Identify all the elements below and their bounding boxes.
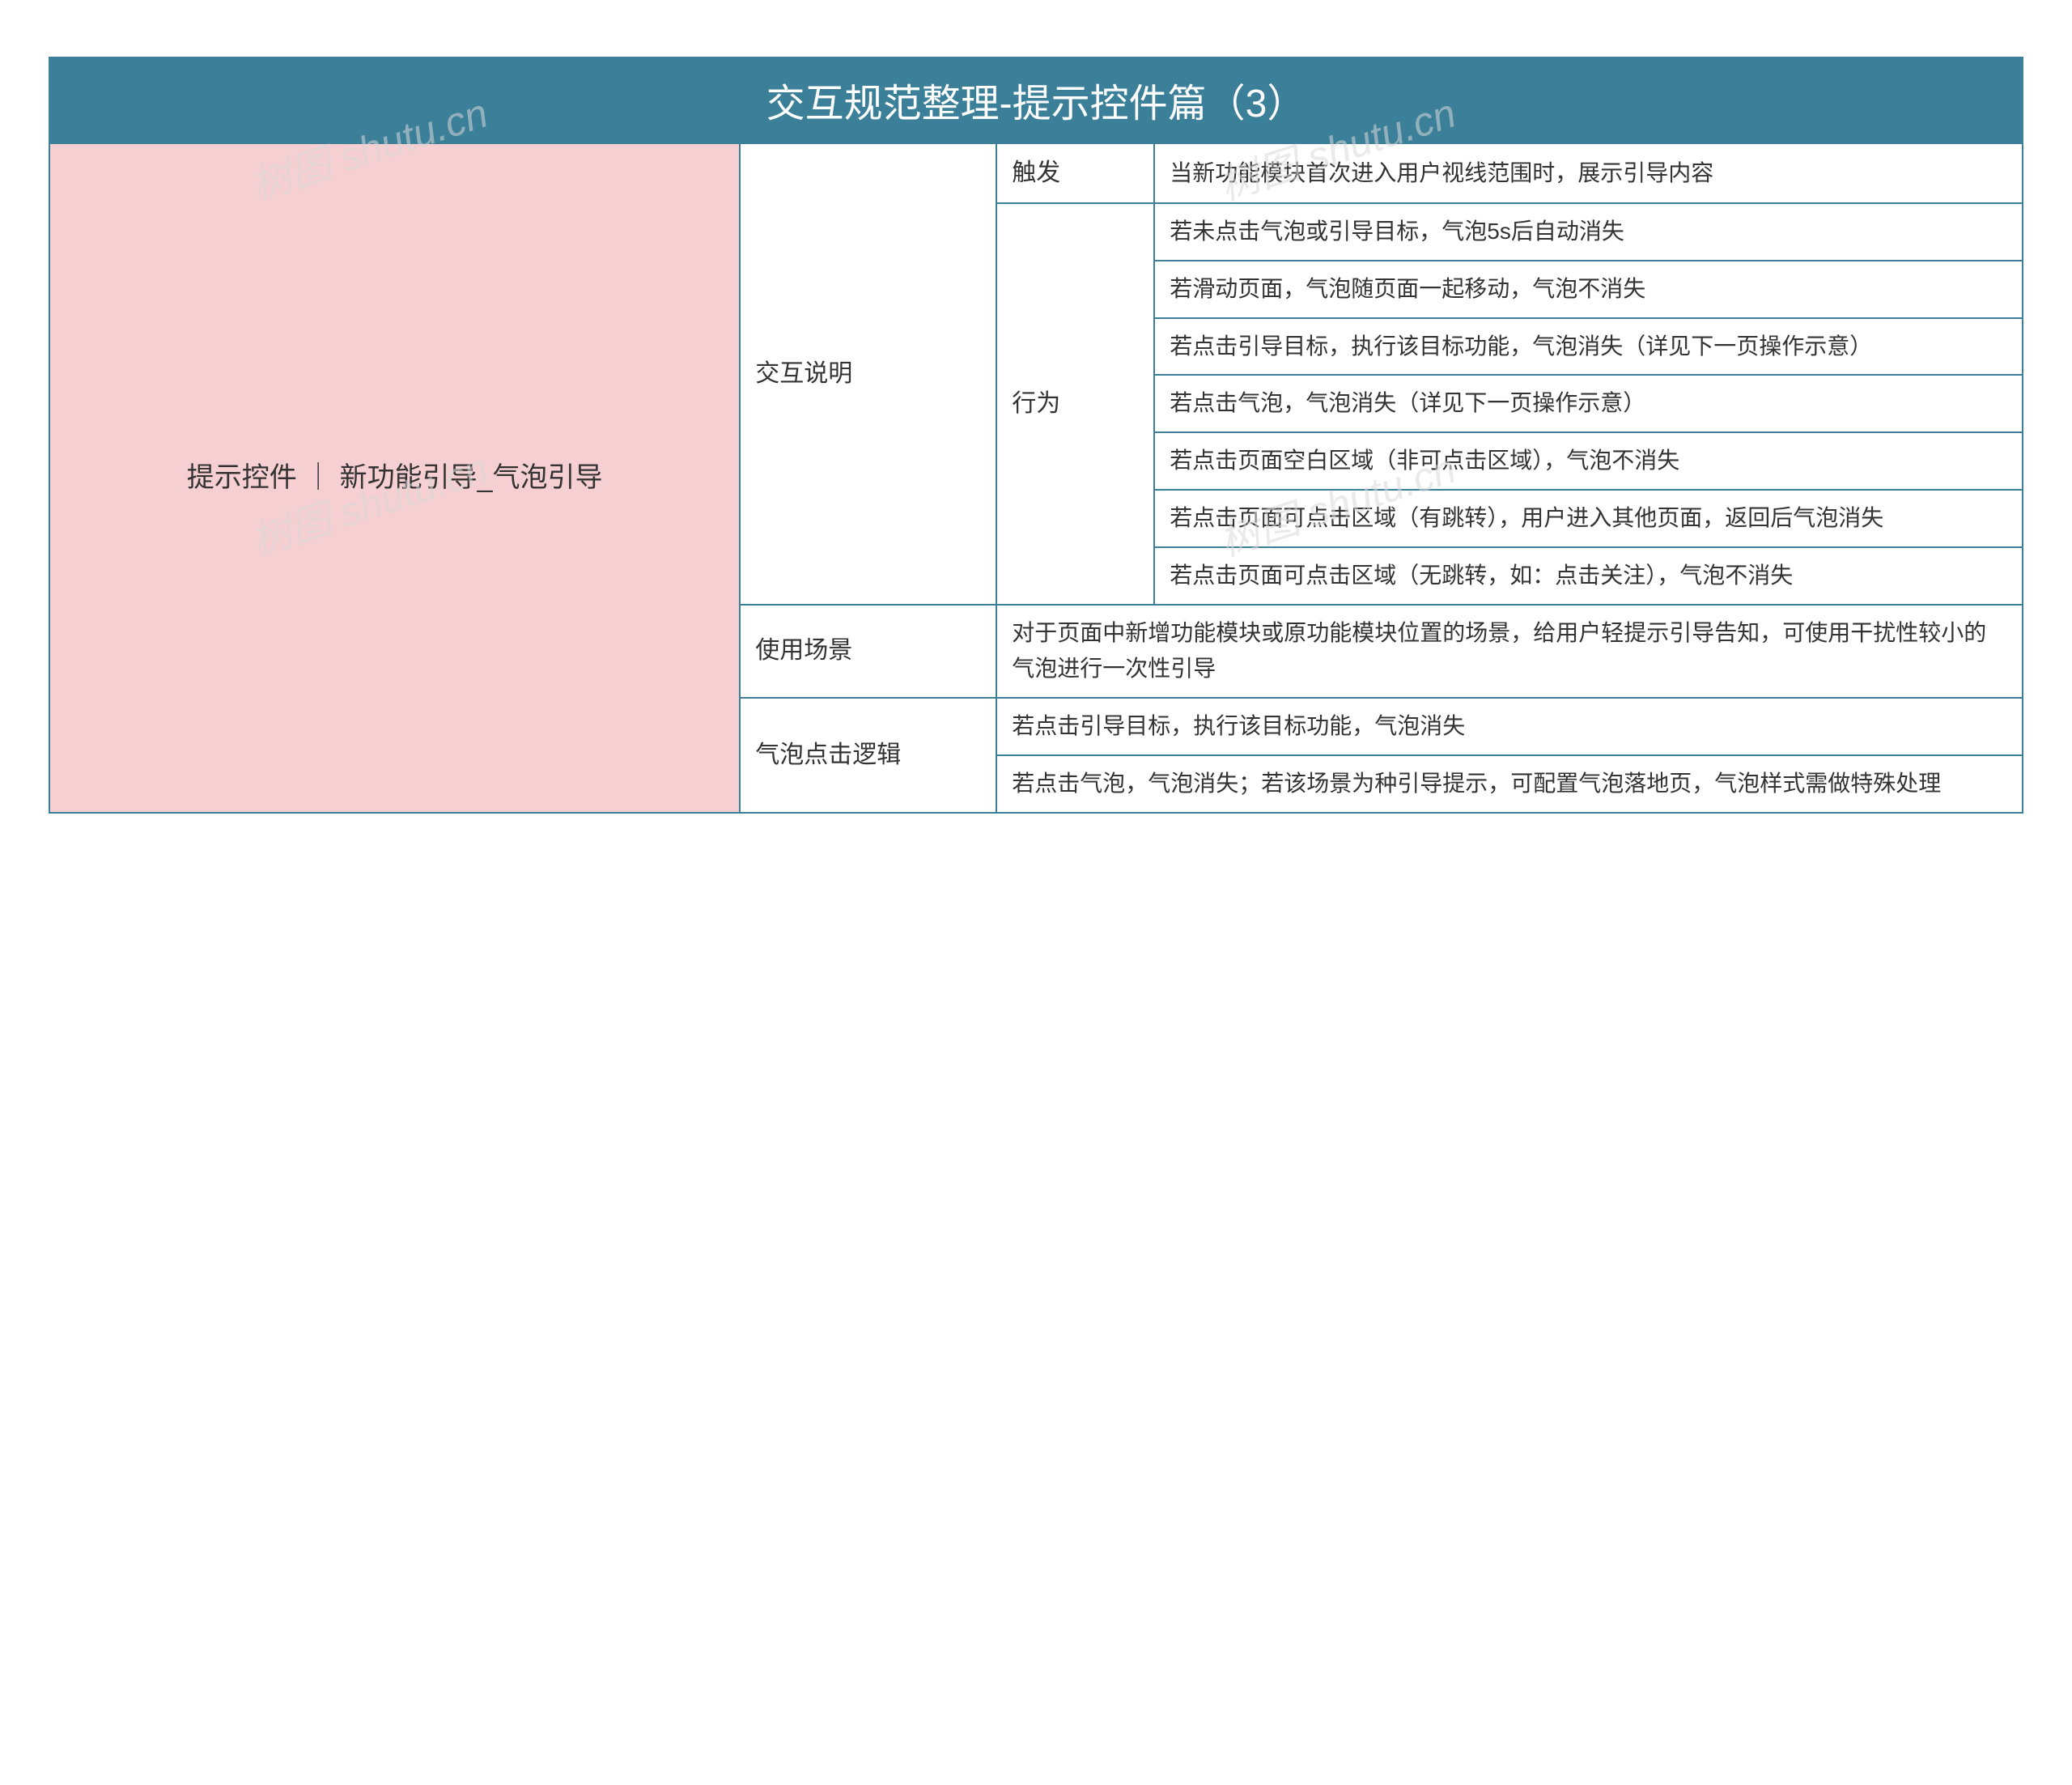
table-row: 提示控件 ｜ 新功能引导_气泡引导 交互说明 触发 当新功能模块首次进入用户视线… — [49, 143, 2023, 203]
desc-behavior-2: 若点击引导目标，执行该目标功能，气泡消失（详见下一页操作示意） — [1154, 318, 2023, 376]
desc-text: 对于页面中新增功能模块或原功能模块位置的场景，给用户轻提示引导告知，可使用干扰性… — [1012, 620, 1986, 682]
desc-click-logic-1: 若点击气泡，气泡消失；若该场景为种引导提示，可配置气泡落地页，气泡样式需做特殊处… — [996, 755, 2023, 813]
desc-text: 若点击页面空白区域（非可点击区域），气泡不消失 — [1170, 448, 1679, 473]
desc-text: 若点击引导目标，执行该目标功能，气泡消失（详见下一页操作示意） — [1170, 334, 1872, 359]
section-label: 交互说明 — [755, 360, 852, 387]
spec-table: 提示控件 ｜ 新功能引导_气泡引导 交互说明 触发 当新功能模块首次进入用户视线… — [49, 142, 2023, 814]
section-interaction: 交互说明 — [740, 143, 996, 605]
desc-trigger: 当新功能模块首次进入用户视线范围时，展示引导内容 — [1154, 143, 2023, 203]
desc-behavior-6: 若点击页面可点击区域（无跳转，如：点击关注），气泡不消失 — [1154, 547, 2023, 605]
section-use-scene: 使用场景 — [740, 605, 996, 699]
desc-text: 若未点击气泡或引导目标，气泡5s后自动消失 — [1170, 219, 1624, 244]
desc-behavior-3: 若点击气泡，气泡消失（详见下一页操作示意） — [1154, 375, 2023, 432]
desc-text: 若点击引导目标，执行该目标功能，气泡消失 — [1012, 713, 1465, 738]
desc-behavior-5: 若点击页面可点击区域（有跳转），用户进入其他页面，返回后气泡消失 — [1154, 490, 2023, 547]
desc-behavior-0: 若未点击气泡或引导目标，气泡5s后自动消失 — [1154, 203, 2023, 261]
desc-text: 若点击气泡，气泡消失（详见下一页操作示意） — [1170, 390, 1645, 415]
page-title-bar: 交互规范整理-提示控件篇（3） — [49, 57, 2023, 142]
sub-behavior: 行为 — [996, 203, 1154, 605]
sub-label: 触发 — [1012, 159, 1060, 186]
desc-behavior-4: 若点击页面空白区域（非可点击区域），气泡不消失 — [1154, 432, 2023, 490]
sub-label: 行为 — [1012, 390, 1060, 417]
section-click-logic: 气泡点击逻辑 — [740, 698, 996, 813]
sub-trigger: 触发 — [996, 143, 1154, 203]
desc-click-logic-0: 若点击引导目标，执行该目标功能，气泡消失 — [996, 698, 2023, 755]
diagram-wrapper: 交互规范整理-提示控件篇（3） 提示控件 ｜ 新功能引导_气泡引导 交互说明 触… — [49, 57, 2023, 814]
section-label: 气泡点击逻辑 — [755, 742, 901, 768]
topic-cell: 提示控件 ｜ 新功能引导_气泡引导 — [49, 143, 740, 813]
desc-text: 当新功能模块首次进入用户视线范围时，展示引导内容 — [1170, 160, 1713, 185]
desc-text: 若滑动页面，气泡随页面一起移动，气泡不消失 — [1170, 276, 1645, 301]
desc-behavior-1: 若滑动页面，气泡随页面一起移动，气泡不消失 — [1154, 261, 2023, 318]
page-title: 交互规范整理-提示控件篇（3） — [766, 83, 1306, 125]
desc-text: 若点击页面可点击区域（有跳转），用户进入其他页面，返回后气泡消失 — [1170, 505, 1883, 530]
desc-use-scene: 对于页面中新增功能模块或原功能模块位置的场景，给用户轻提示引导告知，可使用干扰性… — [996, 605, 2023, 699]
section-label: 使用场景 — [755, 637, 852, 664]
desc-text: 若点击页面可点击区域（无跳转，如：点击关注），气泡不消失 — [1170, 563, 1793, 588]
topic-label: 提示控件 ｜ 新功能引导_气泡引导 — [187, 462, 603, 493]
desc-text: 若点击气泡，气泡消失；若该场景为种引导提示，可配置气泡落地页，气泡样式需做特殊处… — [1012, 771, 1941, 796]
